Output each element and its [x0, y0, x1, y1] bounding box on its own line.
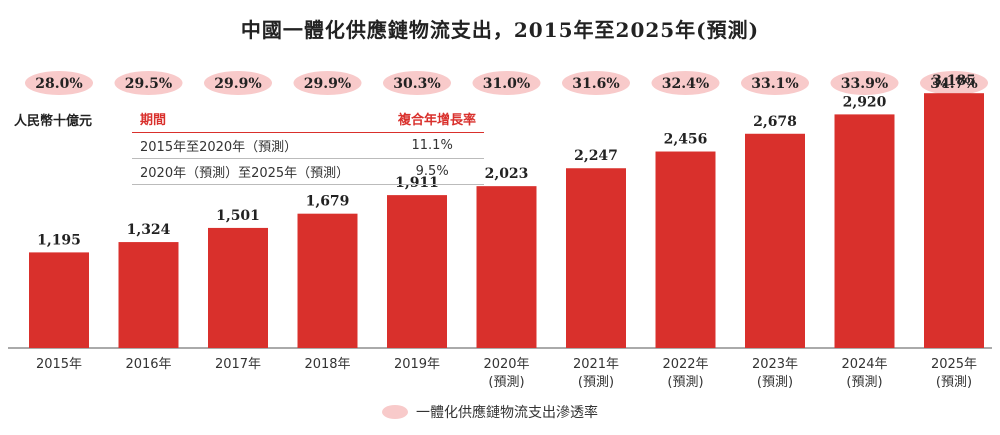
value-label: 3,185 [932, 73, 976, 89]
cagr-header-period: 期間 [132, 106, 381, 133]
cagr-row: 2020年（預測）至2025年（預測） 9.5% [132, 158, 484, 185]
category-label: 2016年 [125, 357, 171, 372]
value-label: 2,247 [574, 148, 618, 164]
cagr-rate: 9.5% [380, 158, 484, 185]
category-label: 2020年 [483, 357, 529, 372]
rate-bubble [920, 71, 988, 95]
category-label: 2023年 [752, 357, 798, 372]
rate-bubble [651, 71, 720, 95]
rate-label: 33.9% [841, 76, 888, 92]
rate-bubble [383, 71, 451, 95]
bar [118, 242, 179, 348]
rate-bubble [293, 71, 362, 95]
rate-bubble [25, 71, 93, 95]
bar [29, 252, 89, 348]
bar [566, 168, 626, 348]
category-label: 2019年 [394, 357, 440, 372]
rate-label: 29.9% [214, 76, 261, 92]
rate-label: 31.6% [572, 76, 619, 92]
category-label: 2015年 [36, 357, 82, 372]
value-label: 2,023 [485, 166, 529, 182]
chart-title: 中國一體化供應鏈物流支出，2015年至2025年(預測) [240, 18, 760, 42]
category-label: 2017年 [215, 357, 261, 372]
value-label: 1,195 [37, 232, 81, 248]
bar [745, 133, 805, 348]
legend-swatch-icon [382, 405, 408, 419]
rate-bubble [472, 71, 541, 95]
value-label: 2,920 [843, 94, 887, 110]
rate-label: 31.0% [483, 76, 530, 92]
rate-bubble [204, 71, 272, 95]
category-sublabel: (預測) [846, 375, 882, 390]
value-label: 1,501 [216, 208, 260, 224]
cagr-table: 期間 複合年增長率 2015年至2020年（預測） 11.1% 2020年（預測… [132, 106, 484, 185]
bar [834, 114, 895, 349]
rate-label: 33.1% [751, 76, 798, 92]
value-label: 2,678 [753, 114, 797, 130]
value-label: 1,679 [306, 194, 350, 210]
cagr-period: 2020年（預測）至2025年（預測） [132, 158, 381, 185]
bar [208, 227, 268, 348]
rate-bubble [562, 71, 630, 95]
rate-label: 32.4% [662, 76, 709, 92]
category-label: 2025年 [931, 357, 977, 372]
value-label: 1,324 [127, 222, 171, 238]
rate-label: 28.0% [35, 76, 82, 92]
legend: 一體化供應鏈物流支出滲透率 [382, 402, 598, 422]
rate-bubble [114, 71, 183, 95]
rate-label: 30.3% [393, 76, 440, 92]
cagr-period: 2015年至2020年（預測） [132, 132, 381, 159]
bar [297, 213, 358, 348]
cagr-row: 2015年至2020年（預測） 11.1% [132, 132, 484, 159]
category-label: 2018年 [304, 357, 350, 372]
bar [387, 195, 447, 348]
rate-label: 29.9% [304, 76, 351, 92]
category-label: 2021年 [573, 357, 619, 372]
cagr-header-rate: 複合年增長率 [380, 106, 484, 133]
rate-label: 29.5% [125, 76, 172, 92]
rate-label: 34.7% [930, 76, 977, 92]
cagr-rate: 11.1% [380, 132, 484, 159]
category-label: 2022年 [662, 357, 708, 372]
rate-bubble [830, 71, 899, 95]
category-label: 2024年 [841, 357, 887, 372]
category-sublabel: (預測) [936, 375, 972, 390]
category-sublabel: (預測) [757, 375, 793, 390]
category-sublabel: (預測) [488, 375, 524, 390]
bar [655, 151, 716, 348]
rate-bubble [741, 71, 809, 95]
bar [924, 93, 984, 348]
value-label: 2,456 [664, 132, 708, 148]
category-sublabel: (預測) [667, 375, 703, 390]
legend-label: 一體化供應鏈物流支出滲透率 [416, 405, 598, 421]
unit-label: 人民幣十億元 [14, 114, 93, 129]
bar [476, 186, 537, 348]
category-sublabel: (預測) [578, 375, 614, 390]
